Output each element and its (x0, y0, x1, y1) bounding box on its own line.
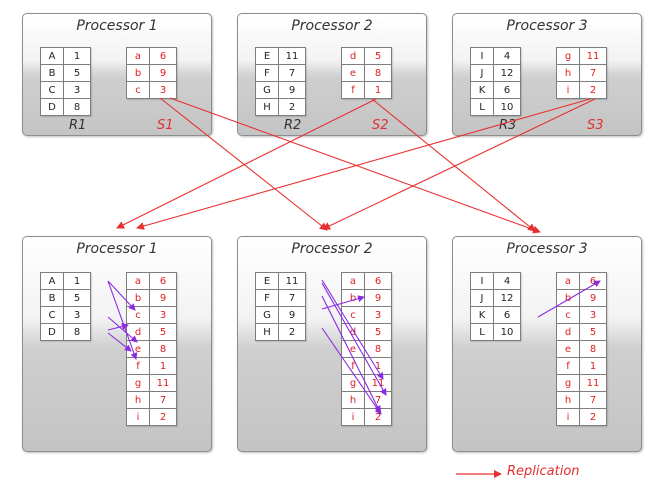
s-label: S1 (157, 118, 174, 133)
processor-title: Processor 2 (291, 241, 373, 257)
table-row: g 11 (556, 47, 607, 65)
processor-title: Processor 1 (76, 241, 158, 257)
processor-title: Processor 2 (291, 18, 373, 34)
table-row: E 11 (255, 272, 306, 290)
r-label: R1 (69, 118, 87, 133)
processor-title: Processor 3 (506, 241, 588, 257)
legend-label: Replication (507, 464, 580, 479)
s-label: S2 (372, 118, 389, 133)
legend: Replication (452, 464, 652, 484)
r-label: R3 (499, 118, 517, 133)
table-row: g 11 (556, 374, 607, 392)
table-row: E 11 (255, 47, 306, 65)
table-row: L 10 (470, 98, 521, 116)
table-row: L 10 (470, 323, 521, 341)
table-row: g 11 (126, 374, 177, 392)
processor-title: Processor 1 (76, 18, 158, 34)
table-row: J 12 (470, 64, 521, 82)
r-label: R2 (284, 118, 302, 133)
table-row: J 12 (470, 289, 521, 307)
table-row: g 11 (341, 374, 392, 392)
s-label: S3 (587, 118, 604, 133)
processor-title: Processor 3 (506, 18, 588, 34)
